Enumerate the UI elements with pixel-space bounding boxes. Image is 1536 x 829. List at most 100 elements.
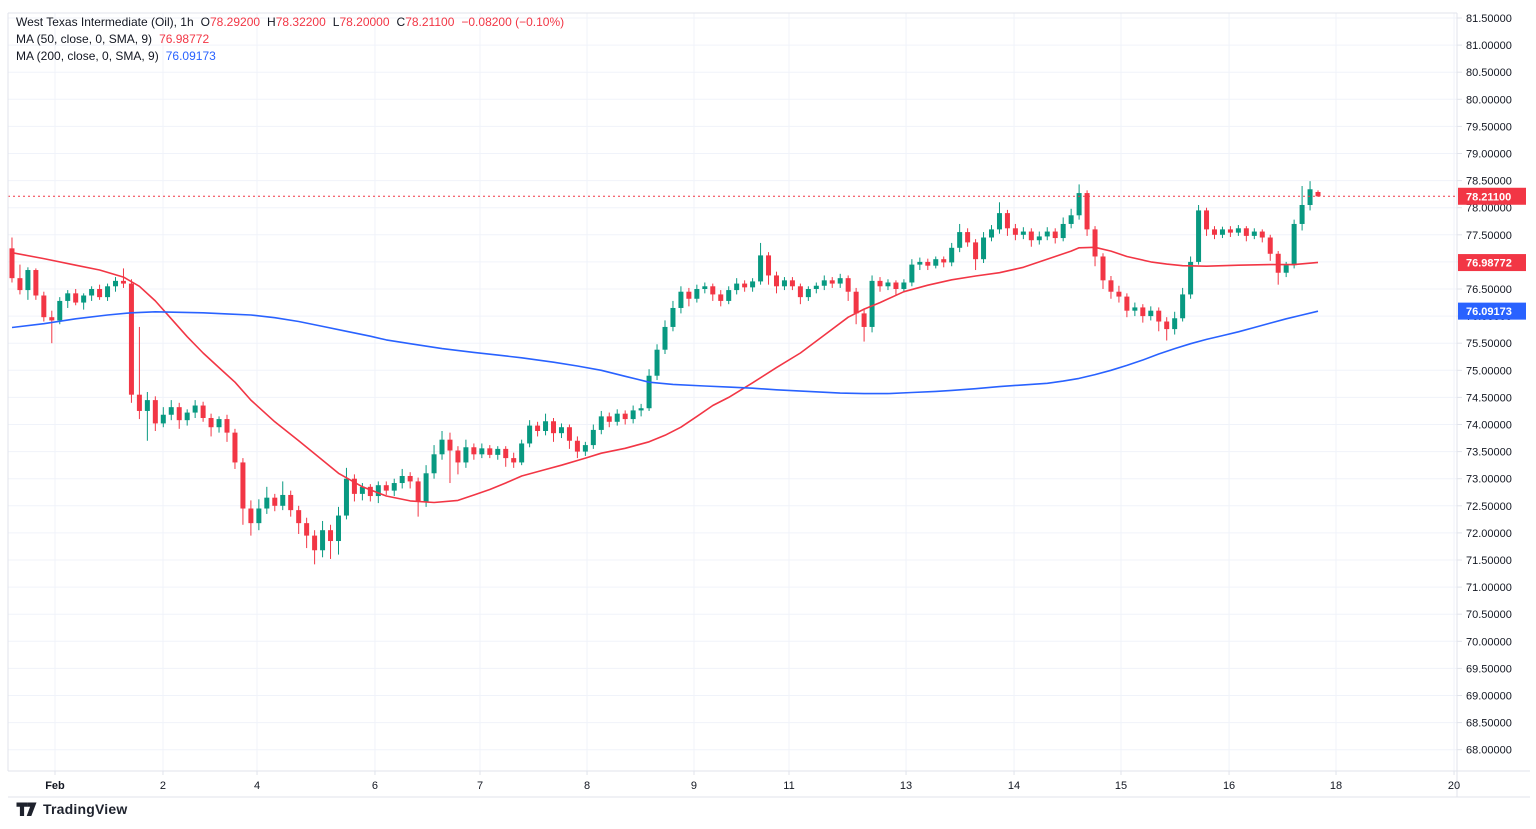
candle-body — [797, 286, 803, 298]
candle — [511, 452, 517, 468]
candle — [1156, 307, 1162, 332]
ma50-legend-row[interactable]: MA (50, close, 0, SMA, 9) 76.98772 — [16, 31, 564, 47]
price-axis[interactable]: 81.50000 81.00000 80.50000 80.00000 79.50000… — [1457, 13, 1512, 757]
chart-plot-area[interactable] — [8, 13, 1457, 771]
candle — [487, 445, 493, 459]
candle — [861, 309, 867, 342]
candle — [1291, 219, 1297, 269]
candle — [901, 279, 907, 293]
candle — [280, 481, 286, 511]
candle-body — [495, 448, 501, 455]
candle-body — [989, 229, 995, 238]
candle-body — [1044, 231, 1050, 237]
candle — [933, 256, 939, 269]
candle — [758, 242, 764, 285]
candle-body — [829, 280, 835, 284]
candle-body — [359, 486, 365, 494]
candle-body — [750, 281, 756, 288]
candle — [957, 223, 963, 253]
candle — [383, 481, 389, 495]
candle — [1044, 227, 1050, 241]
candle-body — [543, 421, 549, 432]
candle — [789, 277, 795, 291]
candle-body — [351, 478, 357, 494]
candle-body — [622, 413, 628, 420]
candle — [1068, 208, 1074, 229]
candle-body — [272, 497, 278, 506]
ma200-value-badge: 76.09173 — [1458, 302, 1526, 320]
price-tick-label: 80.50000 — [1466, 67, 1512, 79]
low-value: 78.20000 — [339, 15, 390, 29]
ma200-value-badge-bg — [1458, 302, 1526, 320]
candle — [423, 465, 429, 507]
candle-body — [726, 290, 732, 301]
candle-body — [654, 349, 660, 376]
candle-body — [1100, 256, 1106, 281]
candle — [97, 284, 103, 300]
candle-body — [582, 445, 588, 452]
candle-body — [120, 280, 126, 284]
candle — [582, 441, 588, 456]
candle — [1219, 226, 1225, 239]
candle-body — [1020, 231, 1026, 235]
candle-body — [399, 475, 405, 484]
candle-body — [590, 429, 596, 446]
candle — [527, 420, 533, 448]
candle — [981, 232, 987, 263]
candle-body — [232, 432, 238, 463]
candle — [1188, 256, 1194, 299]
candle-body — [439, 439, 445, 455]
candle-body — [240, 462, 246, 509]
candle — [773, 271, 779, 294]
candle — [837, 273, 843, 288]
symbol-title[interactable]: West Texas Intermediate (Oil), 1h — [16, 15, 194, 29]
candle-body — [702, 286, 708, 289]
tradingview-attribution[interactable]: TradingView — [16, 801, 127, 817]
candle — [694, 284, 700, 303]
chart-legend: West Texas Intermediate (Oil), 1h O 78.29… — [16, 14, 564, 64]
candle-body — [1243, 228, 1249, 236]
ma50-value-badge-bg — [1458, 254, 1526, 272]
candle-body — [638, 408, 644, 411]
candle-body — [909, 264, 915, 283]
candle-body — [280, 494, 286, 506]
ma200-legend-row[interactable]: MA (200, close, 0, SMA, 9) 76.09173 — [16, 48, 564, 64]
candle — [447, 432, 453, 484]
candle-body — [1076, 193, 1082, 216]
candle — [264, 486, 270, 514]
candle-body — [527, 425, 533, 444]
candle-body — [1156, 310, 1162, 322]
candle — [65, 290, 71, 308]
time-tick-label: 4 — [254, 780, 260, 792]
candle-body — [614, 413, 620, 422]
candle — [797, 283, 803, 305]
candle-body — [367, 486, 373, 497]
candle — [1227, 226, 1233, 237]
candle-body — [965, 232, 971, 243]
candle — [17, 264, 23, 295]
candle — [614, 409, 620, 426]
time-axis[interactable]: Feb 2 4 6 7 8 9 11 13 14 15 16 18 20 — [45, 771, 1460, 792]
price-tick-label: 69.50000 — [1466, 663, 1512, 675]
candle — [312, 530, 318, 565]
candle-body — [471, 447, 477, 455]
candle-body — [893, 282, 899, 289]
candle — [670, 300, 676, 332]
candle — [702, 282, 708, 294]
candle-body — [558, 427, 564, 434]
candle-body — [789, 280, 795, 287]
candle-body — [264, 497, 270, 509]
candle — [718, 290, 724, 307]
candle — [566, 424, 572, 449]
candle — [909, 259, 915, 287]
candle-body — [184, 412, 190, 421]
candle-body — [694, 289, 700, 299]
ma50-value: 76.98772 — [159, 32, 210, 46]
candle — [558, 423, 564, 439]
candle-body — [877, 280, 883, 287]
symbol-legend-row[interactable]: West Texas Intermediate (Oil), 1h O 78.29… — [16, 14, 564, 30]
candle-body — [630, 410, 636, 420]
tradingview-logo-icon — [16, 802, 37, 817]
candle — [224, 414, 230, 442]
